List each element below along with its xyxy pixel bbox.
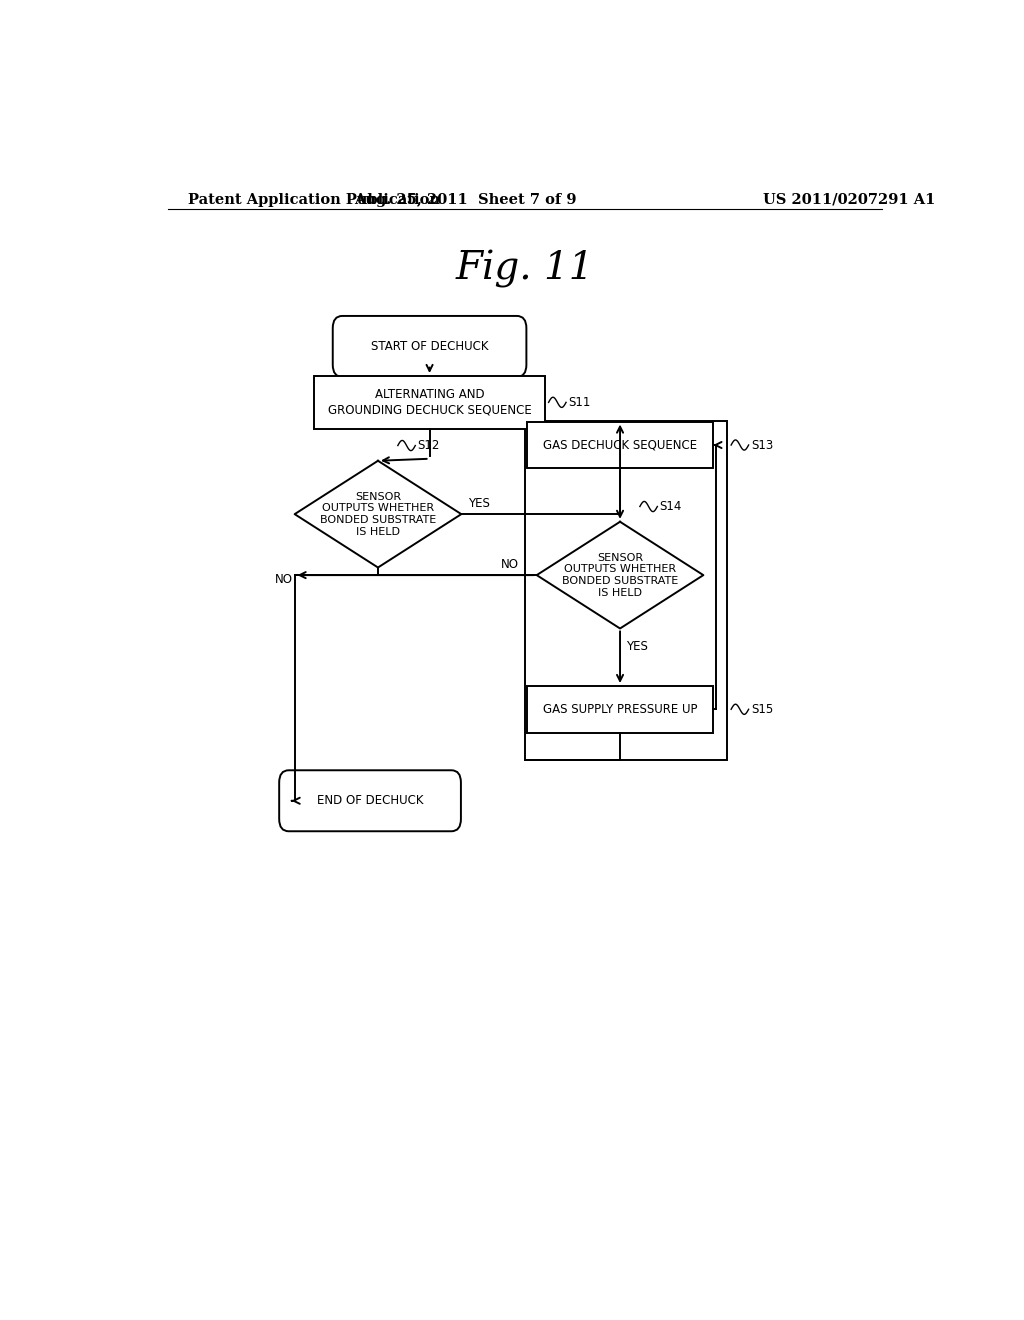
Text: S11: S11 (568, 396, 591, 409)
Polygon shape (295, 461, 461, 568)
Text: Aug. 25, 2011  Sheet 7 of 9: Aug. 25, 2011 Sheet 7 of 9 (354, 193, 577, 207)
Text: S12: S12 (418, 440, 440, 451)
FancyBboxPatch shape (333, 315, 526, 378)
Text: GAS SUPPLY PRESSURE UP: GAS SUPPLY PRESSURE UP (543, 702, 697, 715)
Bar (314, 376, 545, 429)
Bar (526, 421, 714, 469)
Bar (526, 686, 714, 733)
Text: GAS DECHUCK SEQUENCE: GAS DECHUCK SEQUENCE (543, 438, 697, 451)
Text: YES: YES (468, 498, 489, 511)
Text: END OF DECHUCK: END OF DECHUCK (316, 795, 423, 808)
Polygon shape (537, 521, 703, 628)
Text: S13: S13 (751, 438, 773, 451)
Text: YES: YES (627, 640, 648, 653)
Text: SENSOR
OUTPUTS WHETHER
BONDED SUBSTRATE
IS HELD: SENSOR OUTPUTS WHETHER BONDED SUBSTRATE … (319, 492, 436, 536)
FancyBboxPatch shape (280, 771, 461, 832)
Text: START OF DECHUCK: START OF DECHUCK (371, 341, 488, 352)
Text: SENSOR
OUTPUTS WHETHER
BONDED SUBSTRATE
IS HELD: SENSOR OUTPUTS WHETHER BONDED SUBSTRATE … (562, 553, 678, 598)
Text: Patent Application Publication: Patent Application Publication (187, 193, 439, 207)
Text: NO: NO (274, 573, 293, 586)
Text: US 2011/0207291 A1: US 2011/0207291 A1 (763, 193, 935, 207)
Text: S14: S14 (659, 500, 682, 513)
Text: Fig. 11: Fig. 11 (456, 249, 594, 288)
Text: NO: NO (501, 558, 519, 572)
Text: S15: S15 (751, 702, 773, 715)
Bar (524, 421, 727, 760)
Text: ALTERNATING AND
GROUNDING DECHUCK SEQUENCE: ALTERNATING AND GROUNDING DECHUCK SEQUEN… (328, 388, 531, 416)
